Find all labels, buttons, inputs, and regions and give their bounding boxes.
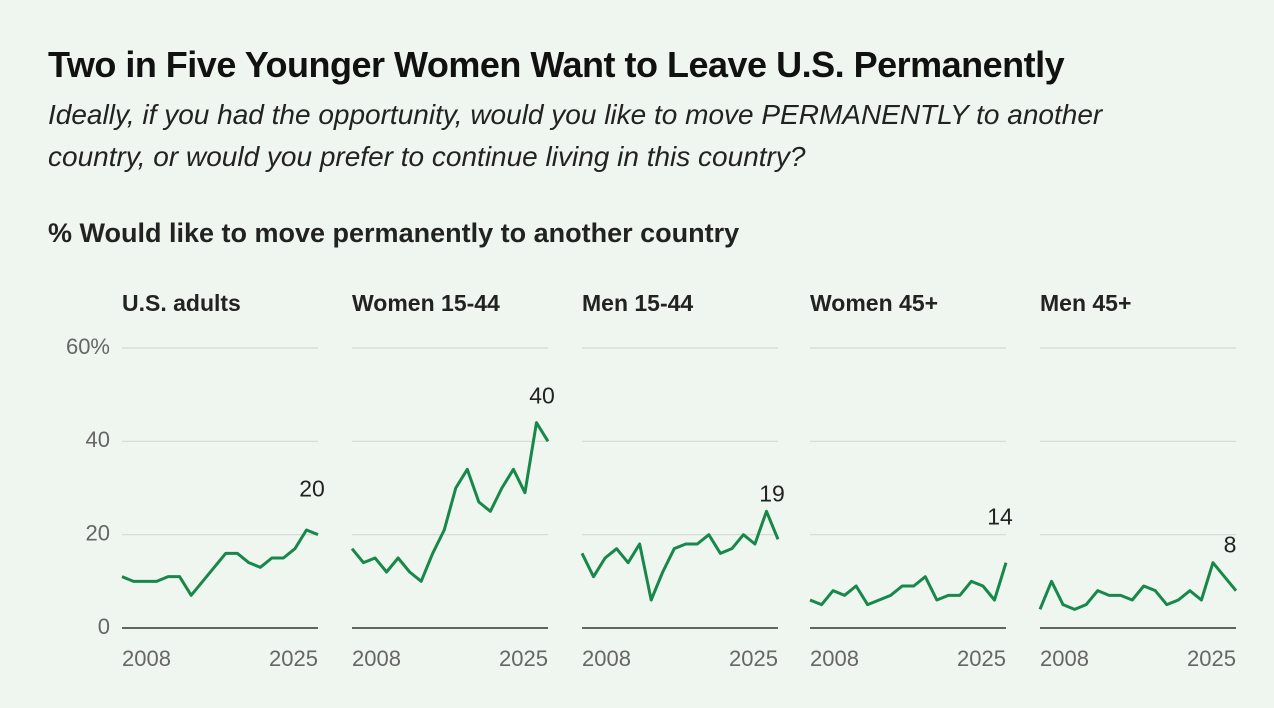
- y-tick-label: 0: [98, 614, 110, 639]
- line: [121, 528, 319, 597]
- x-tick-label: 2025: [729, 646, 778, 671]
- panel-title: Women 45+: [810, 290, 938, 316]
- x-tick-label: 2008: [352, 646, 401, 671]
- line: [809, 562, 1008, 607]
- end-label: 19: [759, 480, 785, 506]
- end-label: 8: [1224, 532, 1237, 558]
- chart-title: Two in Five Younger Women Want to Leave …: [48, 44, 1065, 85]
- panel-title: U.S. adults: [122, 290, 241, 316]
- end-label: 40: [529, 382, 555, 408]
- end-label: 20: [299, 476, 325, 502]
- line: [1038, 561, 1238, 611]
- panel-title: Men 45+: [1040, 290, 1131, 316]
- x-tick-label: 2025: [499, 646, 548, 671]
- panel-title: Men 15-44: [582, 290, 693, 316]
- axis-title: % Would like to move permanently to anot…: [48, 218, 740, 248]
- x-tick-label: 2008: [122, 646, 171, 671]
- x-tick-label: 2025: [957, 646, 1006, 671]
- y-tick-label: 40: [86, 427, 110, 452]
- panel-title: Women 15-44: [352, 290, 500, 316]
- x-tick-label: 2008: [582, 646, 631, 671]
- y-tick-label: 60%: [66, 334, 110, 359]
- x-tick-label: 2025: [1187, 646, 1236, 671]
- line: [580, 509, 780, 602]
- y-tick-label: 20: [86, 520, 110, 545]
- x-tick-label: 2008: [810, 646, 859, 671]
- subtitle: Ideally, if you had the opportunity, wou…: [48, 99, 1103, 172]
- x-tick-label: 2008: [1040, 646, 1089, 671]
- x-tick-label: 2025: [269, 646, 318, 671]
- line: [350, 421, 550, 583]
- end-label: 14: [987, 504, 1013, 530]
